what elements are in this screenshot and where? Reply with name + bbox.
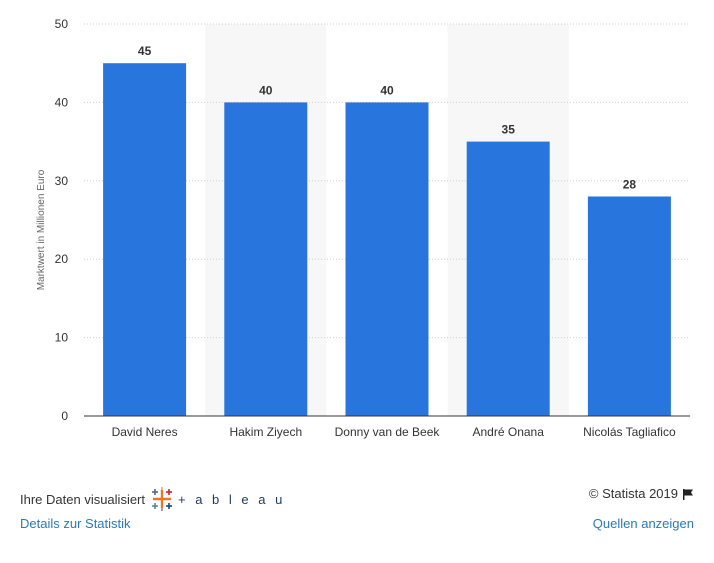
bars xyxy=(103,63,671,417)
data-label: 40 xyxy=(380,83,394,97)
copyright: © Statista 2019 xyxy=(589,486,694,501)
details-link[interactable]: Details zur Statistik xyxy=(20,516,131,531)
tableau-wordmark: + a b l e a u xyxy=(178,491,286,507)
y-tick-label: 20 xyxy=(55,252,69,266)
bar[interactable] xyxy=(224,102,308,417)
category-label: Nicolás Tagliafico xyxy=(583,425,676,439)
bar[interactable] xyxy=(345,102,429,417)
tableau-logo-icon xyxy=(152,487,172,511)
data-label: 45 xyxy=(138,44,152,58)
bar[interactable] xyxy=(103,63,187,416)
y-tick-label: 10 xyxy=(55,331,69,345)
y-tick-label: 40 xyxy=(55,95,69,109)
credits-text: Ihre Daten visualisiert xyxy=(20,491,145,507)
tableau-logo[interactable]: + a b l e a u xyxy=(150,487,285,511)
y-axis-title: Marktwert in Millionen Euro xyxy=(36,169,47,290)
data-label: 35 xyxy=(502,123,516,137)
bar[interactable] xyxy=(587,196,671,416)
data-label: 28 xyxy=(623,177,637,191)
flag-icon[interactable] xyxy=(682,488,694,500)
y-tick-label: 50 xyxy=(55,17,69,31)
data-labels: 45 40 40 35 28 xyxy=(138,44,636,191)
bar[interactable] xyxy=(466,141,550,416)
category-label: André Onana xyxy=(473,425,545,439)
y-tick-label: 0 xyxy=(61,409,68,423)
category-label: Hakim Ziyech xyxy=(229,425,302,439)
copyright-text: © Statista 2019 xyxy=(588,486,678,501)
credits: Ihre Daten visualisiert + a b l e a u xyxy=(20,487,285,511)
y-axis-ticks: 0 10 20 30 40 50 xyxy=(55,17,69,423)
category-label: David Neres xyxy=(112,425,178,439)
category-label: Donny van de Beek xyxy=(335,425,441,439)
y-tick-label: 30 xyxy=(55,174,69,188)
data-label: 40 xyxy=(259,83,273,97)
sources-link[interactable]: Quellen anzeigen xyxy=(592,516,694,531)
bar-chart: 0 10 20 30 40 50 45 40 40 35 28 David Neres Hakim … xyxy=(36,17,690,439)
x-axis-labels: David Neres Hakim Ziyech Donny van de Beek… xyxy=(112,425,676,439)
